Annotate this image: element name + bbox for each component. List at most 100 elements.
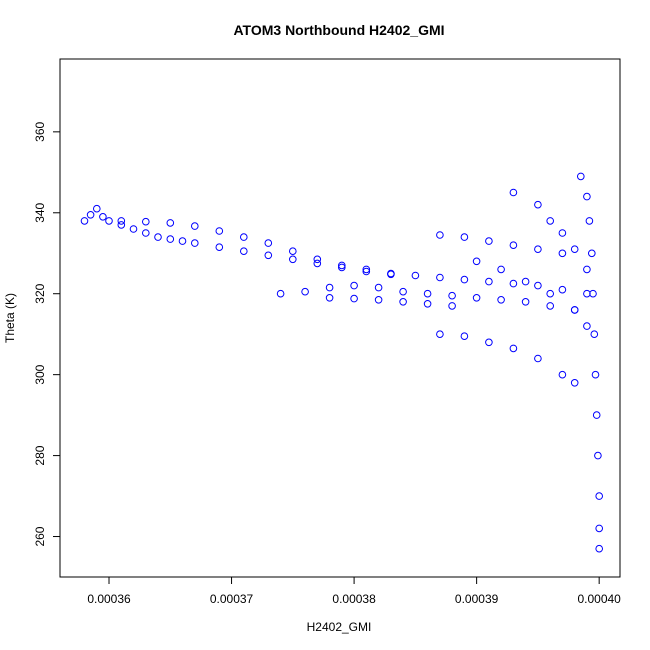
data-point [460, 233, 469, 241]
data-point [521, 298, 530, 306]
data-point [325, 294, 334, 302]
y-axis-title: Theta (K) [3, 293, 17, 343]
y-tick-label: 340 [33, 202, 47, 222]
data-point [154, 233, 162, 241]
data-point [338, 263, 346, 272]
data-point [374, 296, 383, 304]
data-point [583, 192, 591, 201]
data-point [497, 296, 505, 304]
data-point [546, 289, 555, 298]
data-point [240, 247, 248, 255]
data-point [509, 188, 518, 197]
data-point [534, 354, 542, 363]
data-point [595, 544, 604, 553]
data-point [460, 332, 469, 341]
data-point [276, 289, 285, 298]
data-point [99, 213, 107, 221]
data-point [570, 379, 579, 387]
y-tick-label: 280 [33, 445, 47, 465]
data-point [166, 235, 175, 243]
data-point [594, 451, 602, 460]
data-point [142, 229, 150, 237]
data-point [472, 294, 481, 302]
data-point [583, 289, 591, 298]
data-point [436, 330, 444, 339]
data-point [436, 231, 444, 239]
data-point [436, 273, 444, 282]
data-point [289, 255, 297, 264]
data-point [546, 302, 555, 310]
data-point [546, 217, 555, 225]
data-point [509, 344, 518, 353]
data-point [497, 265, 505, 274]
data-point [485, 237, 493, 245]
data-point [338, 261, 346, 270]
data-point [362, 267, 371, 276]
data-point [595, 524, 604, 533]
data-point [534, 200, 542, 209]
data-point [589, 289, 597, 298]
data-point [485, 338, 493, 347]
x-tick-label: 0.00039 [455, 592, 499, 606]
data-point [485, 277, 493, 286]
data-point [86, 211, 95, 219]
data-point [448, 302, 456, 310]
data-point [215, 243, 224, 251]
data-point [423, 300, 432, 308]
data-point [387, 270, 395, 279]
data-point [374, 283, 383, 292]
data-point [80, 217, 89, 225]
data-point [509, 279, 518, 288]
data-point [583, 322, 591, 330]
data-point [588, 249, 596, 258]
y-tick-label: 260 [33, 526, 47, 546]
data-point [583, 265, 591, 274]
data-point [585, 217, 594, 225]
x-tick-label: 0.00036 [87, 592, 131, 606]
plot-frame [59, 58, 621, 578]
x-axis-title: H2402_GMI [307, 620, 372, 634]
data-point [558, 249, 567, 258]
data-point [472, 257, 481, 266]
data-point [570, 245, 579, 253]
data-point [521, 277, 530, 286]
chart-title: ATOM3 Northbound H2402_GMI [233, 22, 444, 38]
data-point [313, 255, 322, 264]
data-point [423, 289, 432, 298]
data-point [399, 298, 407, 306]
x-tick-label: 0.00040 [577, 592, 621, 606]
data-point [534, 245, 542, 253]
data-point [264, 239, 273, 247]
data-point [166, 219, 175, 227]
data-point [350, 281, 358, 290]
data-point [399, 287, 407, 296]
x-axis: 0.00036 0.00037 0.00038 0.00039 0.00040 [87, 576, 621, 606]
data-point [93, 204, 101, 213]
data-point [362, 265, 371, 274]
data-point [558, 229, 567, 237]
data-point [595, 492, 604, 500]
data-point [558, 370, 567, 379]
data-point [460, 275, 469, 284]
x-tick-label: 0.00037 [210, 592, 254, 606]
data-point [264, 251, 273, 260]
data-point [240, 233, 248, 241]
data-point [178, 237, 187, 245]
data-point [534, 281, 542, 290]
data-point [590, 330, 599, 339]
data-point [509, 241, 518, 249]
data-point [591, 370, 600, 379]
data-point [142, 217, 150, 226]
data-point [577, 172, 585, 181]
data-point [117, 217, 126, 225]
data-point [558, 285, 567, 294]
data-point [105, 217, 113, 225]
y-tick-label: 300 [33, 364, 47, 384]
data-point [325, 283, 334, 292]
data-point [215, 227, 224, 235]
data-point [570, 306, 579, 314]
data-point [350, 294, 358, 303]
data-point [448, 291, 456, 300]
